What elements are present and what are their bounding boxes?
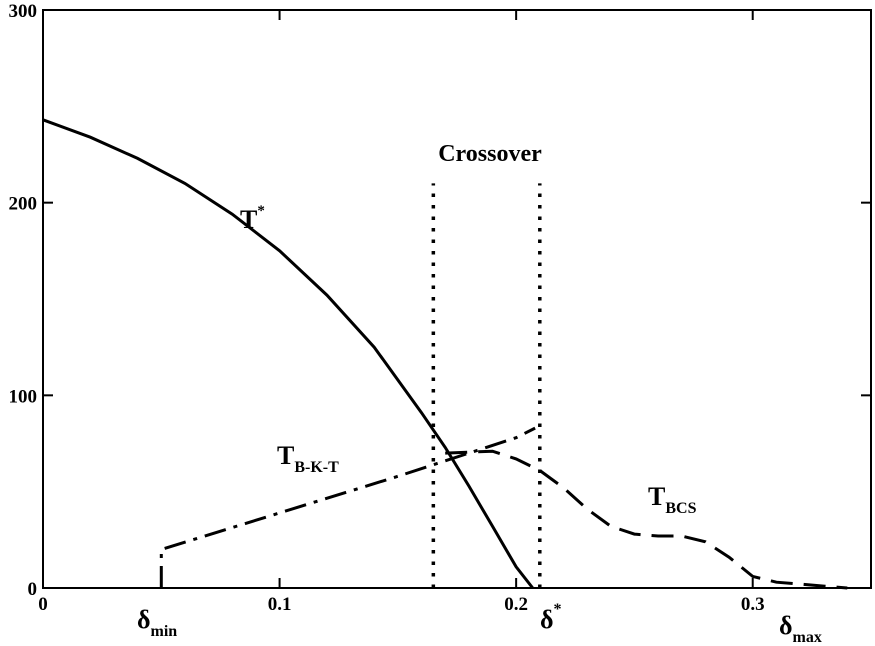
axis-tick-labels: 0 0.1 0.2 0.3 0 100 200 300 bbox=[9, 1, 765, 615]
t-star-label: T* bbox=[240, 203, 265, 234]
delta-star-main: δ bbox=[540, 605, 554, 634]
t-bcs-main: T bbox=[648, 482, 665, 511]
delta-min-main: δ bbox=[137, 605, 151, 634]
crossover-lines bbox=[431, 183, 542, 588]
x-tick-label: 0.3 bbox=[741, 594, 765, 615]
y-tick-label: 0 bbox=[28, 579, 38, 600]
x-tick-label: 0.1 bbox=[268, 594, 292, 615]
t-bkt-sub: B-K-T bbox=[294, 459, 339, 476]
delta-max-sub: max bbox=[793, 629, 822, 646]
crossover-label: Crossover bbox=[438, 141, 542, 167]
axis-ticks bbox=[42, 9, 871, 589]
delta-star-sup: * bbox=[554, 601, 562, 618]
plot-frame bbox=[42, 9, 872, 589]
t-bkt-curve bbox=[159, 426, 536, 588]
t-bcs-label: TBCS bbox=[648, 482, 697, 517]
y-tick-label: 100 bbox=[9, 386, 38, 407]
t-star-main: T bbox=[240, 205, 257, 234]
t-bkt-label: TB-K-T bbox=[277, 441, 339, 476]
delta-max-label: δmax bbox=[779, 611, 822, 646]
delta-star-label: δ* bbox=[540, 601, 562, 634]
y-tick-label: 300 bbox=[9, 1, 38, 22]
t-star-sup: * bbox=[257, 203, 265, 219]
delta-min-sub: min bbox=[151, 623, 178, 640]
t-bkt-main: T bbox=[277, 441, 294, 470]
curves bbox=[42, 118, 848, 590]
delta-min-label: δmin bbox=[137, 605, 177, 640]
delta-max-main: δ bbox=[779, 611, 793, 640]
t-bcs-sub: BCS bbox=[665, 500, 696, 517]
x-tick-label: 0 bbox=[38, 594, 48, 615]
t-star-curve bbox=[42, 118, 534, 589]
t-bcs-curve bbox=[445, 449, 848, 590]
y-tick-label: 200 bbox=[9, 194, 38, 215]
x-tick-label: 0.2 bbox=[504, 594, 528, 615]
